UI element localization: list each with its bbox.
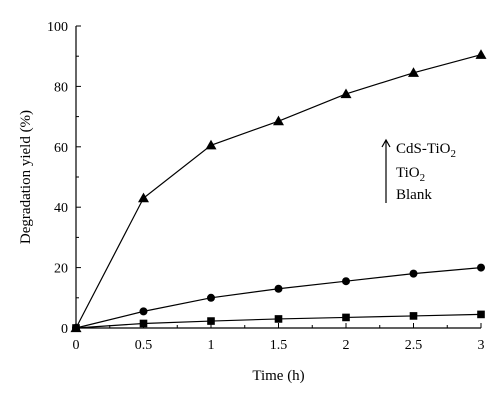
series-cds-tio2 [70,49,487,333]
data-point-blank [274,315,283,323]
data-point-blank [477,310,485,319]
data-point-tio2 [409,269,418,278]
data-point-cds-tio2 [408,67,419,77]
data-point-tio2 [274,284,283,293]
data-point-cds-tio2 [273,115,284,126]
y-axis-label: Degradation yield (%) [18,110,34,244]
data-point-tio2 [207,293,215,302]
y-ticks: 0 20 40 60 80 100 [47,20,81,337]
legend: CdS-TiO2 TiO2 Blank [381,138,456,203]
data-point-cds-tio2 [340,88,352,99]
y-tick-label: 0 [61,322,68,337]
legend-entry: Blank [396,187,432,203]
data-point-cds-tio2 [475,49,487,59]
y-tick-label: 80 [54,80,68,95]
x-tick-label: 1.5 [270,338,288,353]
y-tick-label: 20 [54,262,68,277]
legend-entry: TiO2 [396,165,425,184]
data-point-blank [207,317,215,325]
x-tick-label: 0 [73,338,80,353]
x-tick-label: 0.5 [135,338,153,353]
legend-arrow-head [381,138,391,148]
y-tick-label: 100 [47,20,68,35]
data-point-tio2 [139,307,148,316]
data-point-blank [72,324,80,332]
x-axis-label: Time (h) [252,368,304,384]
x-tick-label: 2.5 [405,338,423,353]
data-point-blank [409,312,418,320]
legend-entry: CdS-TiO2 [396,141,456,160]
x-tick-label: 3 [478,338,485,353]
data-point-tio2 [342,277,350,286]
legend-items: CdS-TiO2 TiO2 Blank [396,141,456,203]
data-point-blank [342,313,350,322]
series-blank [72,310,485,332]
x-tick-label: 1 [208,338,215,353]
y-tick-label: 40 [54,201,68,216]
data-point-cds-tio2 [205,139,217,150]
y-tick-label: 60 [54,141,68,156]
x-tick-label: 2 [343,338,350,353]
data-point-cds-tio2 [138,192,149,203]
x-ticks: 0 0.5 1 1.5 2 2.5 3 [73,323,485,353]
series-layer [70,49,487,333]
data-point-tio2 [477,263,485,272]
data-point-blank [139,319,148,328]
